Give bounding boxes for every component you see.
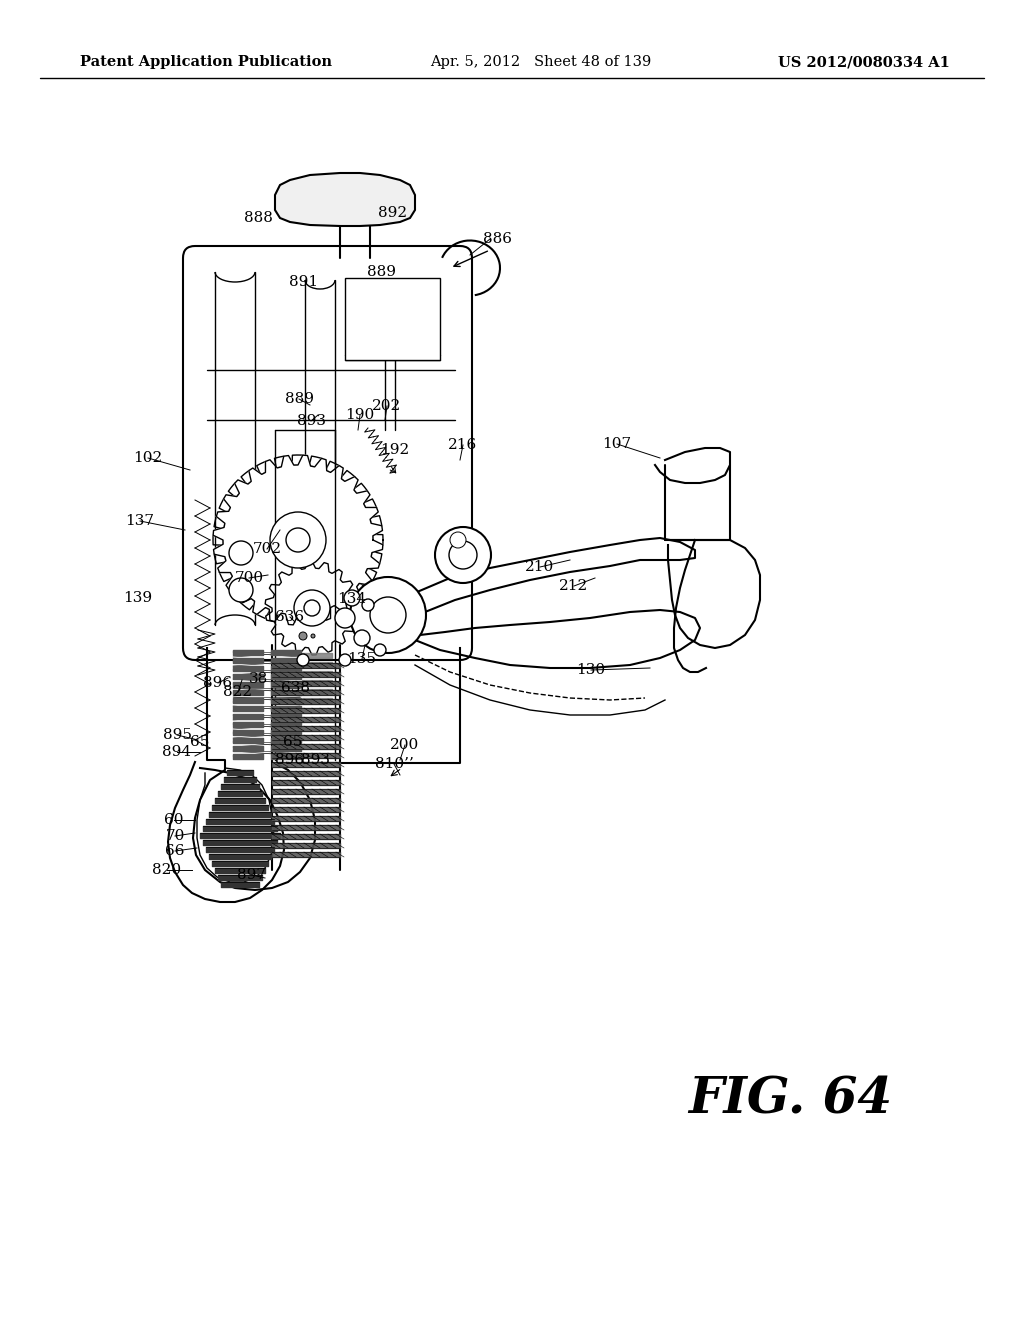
Circle shape	[350, 577, 426, 653]
FancyBboxPatch shape	[183, 246, 472, 660]
Text: 107: 107	[602, 437, 632, 451]
Text: 200: 200	[390, 738, 420, 752]
Text: US 2012/0080334 A1: US 2012/0080334 A1	[778, 55, 950, 69]
Text: 130: 130	[577, 663, 605, 677]
Text: 700: 700	[234, 572, 263, 585]
Text: 702: 702	[253, 543, 282, 556]
Circle shape	[335, 609, 355, 628]
Text: Patent Application Publication: Patent Application Publication	[80, 55, 332, 69]
Circle shape	[294, 590, 330, 626]
Text: 190: 190	[345, 408, 375, 422]
Text: 822: 822	[223, 685, 253, 700]
Text: 895: 895	[163, 729, 191, 742]
Text: 137: 137	[126, 513, 155, 528]
Bar	[345, 279, 440, 360]
Text: 135: 135	[347, 652, 377, 667]
Circle shape	[374, 644, 386, 656]
Text: 886: 886	[483, 232, 512, 246]
Text: 210: 210	[525, 560, 555, 574]
Text: 212: 212	[559, 579, 589, 593]
Circle shape	[229, 578, 253, 602]
Circle shape	[449, 541, 477, 569]
Circle shape	[297, 653, 309, 667]
Text: 893: 893	[300, 752, 330, 767]
Text: 65: 65	[284, 735, 303, 748]
Text: 896: 896	[204, 676, 232, 690]
Text: 889: 889	[367, 265, 395, 279]
Text: 891: 891	[290, 275, 318, 289]
Text: 70: 70	[165, 829, 184, 843]
Circle shape	[344, 590, 360, 606]
Text: 65: 65	[190, 735, 210, 748]
Polygon shape	[213, 455, 383, 624]
Circle shape	[311, 634, 315, 638]
Circle shape	[223, 465, 373, 615]
Text: 192: 192	[380, 444, 410, 457]
Text: Apr. 5, 2012   Sheet 48 of 139: Apr. 5, 2012 Sheet 48 of 139	[430, 55, 651, 69]
Circle shape	[270, 512, 326, 568]
Text: 888: 888	[244, 211, 272, 224]
Circle shape	[450, 532, 466, 548]
Text: 897: 897	[238, 869, 266, 882]
Circle shape	[299, 632, 307, 640]
Text: 216: 216	[449, 438, 477, 451]
Text: 102: 102	[133, 451, 163, 465]
Text: 134: 134	[338, 591, 367, 606]
Circle shape	[435, 527, 490, 583]
Text: 139: 139	[124, 591, 153, 605]
Circle shape	[339, 653, 351, 667]
Polygon shape	[265, 561, 358, 655]
Text: 636: 636	[275, 610, 304, 624]
Text: 896: 896	[275, 752, 304, 767]
Circle shape	[354, 630, 370, 645]
Text: 894: 894	[163, 744, 191, 759]
Text: 892: 892	[379, 206, 408, 220]
Text: 66: 66	[165, 843, 184, 858]
Text: 810’’: 810’’	[375, 756, 414, 771]
Text: 38: 38	[249, 672, 267, 686]
Text: 820: 820	[153, 863, 181, 876]
Circle shape	[362, 599, 374, 611]
Text: 60: 60	[164, 813, 183, 828]
Text: 893: 893	[297, 414, 326, 428]
Circle shape	[229, 541, 253, 565]
Circle shape	[304, 601, 319, 616]
Circle shape	[286, 528, 310, 552]
Text: FIG. 64: FIG. 64	[688, 1076, 892, 1125]
Text: 638: 638	[282, 681, 310, 696]
Polygon shape	[275, 173, 415, 226]
Circle shape	[370, 597, 406, 634]
Text: 202: 202	[373, 399, 401, 413]
Text: 889: 889	[285, 392, 313, 407]
